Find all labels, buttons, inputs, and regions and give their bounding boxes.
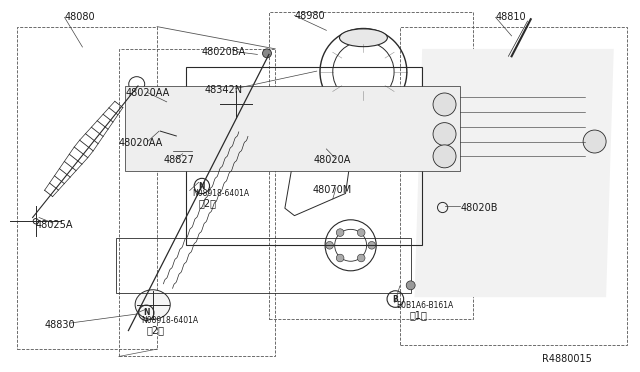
Bar: [116, 238, 411, 294]
Text: 48980: 48980: [294, 10, 325, 20]
Text: N08918-6401A: N08918-6401A: [141, 316, 198, 325]
Bar: [17, 27, 157, 349]
Circle shape: [368, 241, 376, 249]
Text: 48020AA: 48020AA: [125, 88, 170, 98]
Bar: [186, 67, 422, 245]
Bar: [400, 27, 627, 345]
Text: 48810: 48810: [495, 12, 526, 22]
Ellipse shape: [339, 29, 387, 46]
Circle shape: [583, 130, 606, 153]
Text: N08918-6401A: N08918-6401A: [192, 189, 250, 198]
Text: B0B1A6-B161A: B0B1A6-B161A: [397, 301, 454, 310]
Text: 48070M: 48070M: [312, 185, 351, 195]
Text: （2）: （2）: [198, 198, 217, 208]
Bar: [119, 49, 275, 356]
Circle shape: [336, 229, 344, 237]
Circle shape: [357, 254, 365, 262]
Text: （2）: （2）: [147, 325, 164, 335]
Text: 48025A: 48025A: [36, 220, 74, 230]
Polygon shape: [415, 49, 614, 297]
Circle shape: [433, 145, 456, 168]
Bar: [269, 12, 473, 320]
Text: 48827: 48827: [164, 155, 195, 165]
Text: B: B: [392, 295, 398, 304]
Text: R4880015: R4880015: [542, 355, 592, 365]
Circle shape: [357, 229, 365, 237]
Text: 48020BA: 48020BA: [202, 47, 246, 57]
Bar: [125, 86, 461, 171]
Text: 48080: 48080: [65, 12, 95, 22]
Circle shape: [433, 123, 456, 145]
Text: 48830: 48830: [44, 320, 75, 330]
Text: 48020A: 48020A: [314, 155, 351, 165]
Ellipse shape: [135, 290, 170, 320]
Circle shape: [262, 49, 271, 58]
Text: 48020AA: 48020AA: [119, 138, 163, 148]
Circle shape: [433, 93, 456, 116]
Text: 48342N: 48342N: [205, 85, 243, 94]
Circle shape: [406, 281, 415, 290]
Text: N: N: [143, 308, 150, 317]
Ellipse shape: [218, 90, 253, 119]
Circle shape: [326, 241, 333, 249]
Circle shape: [336, 254, 344, 262]
Text: N: N: [198, 182, 205, 190]
Text: 48020B: 48020B: [461, 203, 498, 213]
Text: （1）: （1）: [410, 310, 428, 320]
